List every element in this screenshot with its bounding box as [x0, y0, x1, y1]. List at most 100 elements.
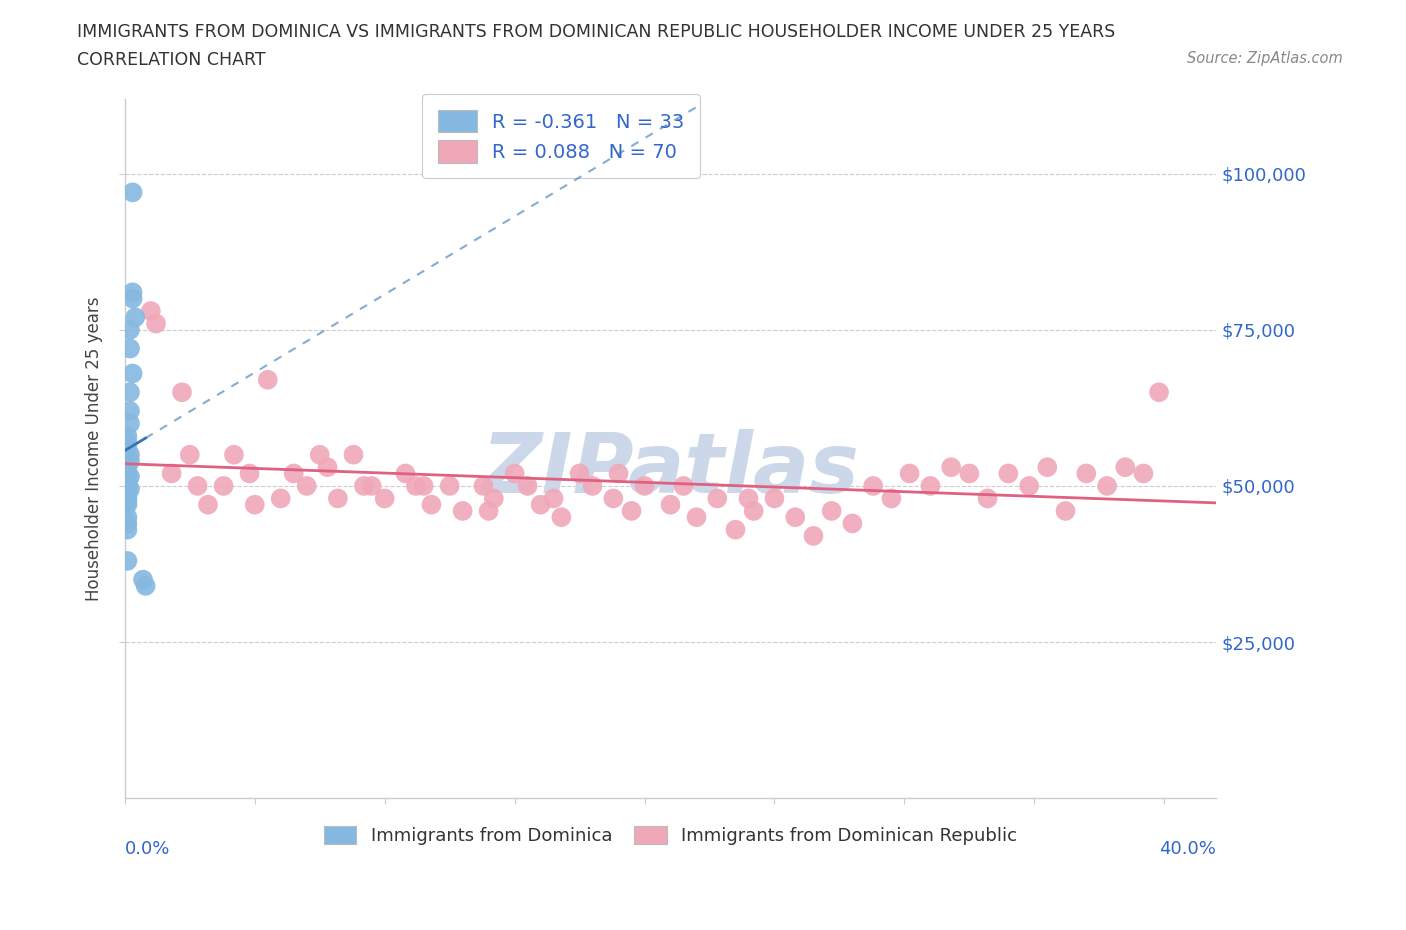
Point — [121, 366, 143, 381]
Point — [121, 291, 143, 306]
Point — [1036, 459, 1059, 474]
Point — [360, 479, 382, 494]
Point — [145, 316, 167, 331]
Point — [118, 469, 141, 484]
Point — [1114, 459, 1136, 474]
Point — [187, 479, 209, 494]
Point — [117, 441, 139, 456]
Point — [568, 466, 591, 481]
Text: IMMIGRANTS FROM DOMINICA VS IMMIGRANTS FROM DOMINICAN REPUBLIC HOUSEHOLDER INCOM: IMMIGRANTS FROM DOMINICA VS IMMIGRANTS F… — [77, 23, 1115, 41]
Point — [420, 498, 443, 512]
Point — [706, 491, 728, 506]
Point — [602, 491, 624, 506]
Point — [841, 516, 863, 531]
Point — [685, 510, 707, 525]
Point — [543, 491, 565, 506]
Point — [117, 498, 139, 512]
Point — [179, 447, 201, 462]
Point — [581, 479, 603, 494]
Point — [1132, 466, 1154, 481]
Point — [256, 372, 278, 387]
Point — [820, 503, 842, 518]
Point — [117, 491, 139, 506]
Point — [472, 479, 495, 494]
Point — [117, 488, 139, 503]
Point — [118, 416, 141, 431]
Point — [451, 503, 474, 518]
Point — [118, 454, 141, 469]
Point — [197, 498, 219, 512]
Point — [139, 303, 162, 318]
Point — [270, 491, 292, 506]
Point — [117, 459, 139, 474]
Point — [118, 482, 141, 497]
Point — [920, 479, 942, 494]
Point — [957, 466, 980, 481]
Point — [633, 479, 655, 494]
Point — [118, 447, 141, 462]
Point — [394, 466, 416, 481]
Point — [976, 491, 998, 506]
Point — [1095, 479, 1118, 494]
Point — [212, 479, 235, 494]
Point — [785, 510, 807, 525]
Point — [160, 466, 183, 481]
Point — [439, 479, 461, 494]
Point — [478, 503, 501, 518]
Point — [117, 479, 139, 494]
Point — [1018, 479, 1040, 494]
Point — [132, 572, 155, 587]
Point — [118, 341, 141, 356]
Point — [117, 494, 139, 509]
Point — [308, 447, 330, 462]
Point — [374, 491, 396, 506]
Text: 0.0%: 0.0% — [125, 840, 170, 858]
Point — [238, 466, 260, 481]
Point — [880, 491, 903, 506]
Point — [529, 498, 551, 512]
Point — [117, 523, 139, 538]
Legend: Immigrants from Dominica, Immigrants from Dominican Republic: Immigrants from Dominica, Immigrants fro… — [316, 818, 1024, 852]
Point — [243, 498, 266, 512]
Point — [803, 528, 825, 543]
Point — [170, 385, 193, 400]
Point — [118, 404, 141, 418]
Point — [124, 310, 146, 325]
Y-axis label: Householder Income Under 25 years: Householder Income Under 25 years — [86, 297, 103, 601]
Point — [342, 447, 364, 462]
Point — [550, 510, 572, 525]
Point — [737, 491, 759, 506]
Point — [117, 466, 139, 481]
Point — [283, 466, 305, 481]
Point — [672, 479, 695, 494]
Point — [121, 285, 143, 299]
Text: 40.0%: 40.0% — [1160, 840, 1216, 858]
Point — [405, 479, 427, 494]
Point — [326, 491, 349, 506]
Text: ZIPatlas: ZIPatlas — [482, 429, 859, 510]
Point — [1076, 466, 1098, 481]
Text: CORRELATION CHART: CORRELATION CHART — [77, 51, 266, 69]
Point — [482, 491, 505, 506]
Point — [117, 516, 139, 531]
Point — [724, 523, 747, 538]
Point — [412, 479, 434, 494]
Point — [121, 185, 143, 200]
Point — [898, 466, 921, 481]
Point — [117, 510, 139, 525]
Point — [941, 459, 963, 474]
Point — [117, 435, 139, 450]
Point — [1054, 503, 1077, 518]
Point — [763, 491, 786, 506]
Point — [117, 475, 139, 490]
Point — [222, 447, 245, 462]
Point — [997, 466, 1019, 481]
Point — [607, 466, 630, 481]
Point — [503, 466, 526, 481]
Point — [316, 459, 339, 474]
Point — [135, 578, 157, 593]
Point — [742, 503, 765, 518]
Point — [659, 498, 682, 512]
Point — [117, 485, 139, 499]
Point — [117, 472, 139, 487]
